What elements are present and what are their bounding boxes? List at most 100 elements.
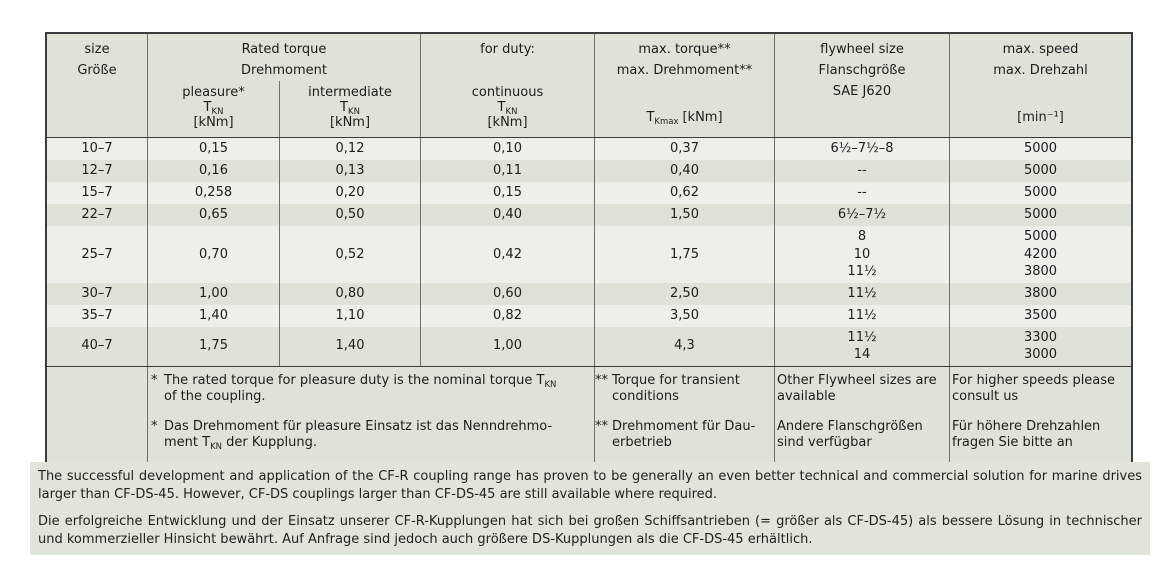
cell-continuous-torque: 1,00: [420, 326, 594, 366]
double-asterisk-marker: **: [595, 372, 608, 388]
cell-pleasure-torque: 0,16: [147, 160, 279, 182]
header-flywheel-en: flywheel size: [820, 42, 904, 57]
cell-pleasure-torque: 1,75: [147, 326, 279, 366]
header-for-duty: for duty: continuous TKN [kNm]: [420, 34, 594, 137]
header-intermediate-symbol: TKN: [340, 100, 360, 117]
header-continuous-unit: [kNm]: [487, 115, 528, 130]
header-rated-torque-en: Rated torque: [241, 42, 327, 57]
footnote-rated-torque: * The rated torque for pleasure duty is …: [147, 366, 594, 465]
footnote-row: * The rated torque for pleasure duty is …: [47, 365, 1131, 465]
cell-continuous-torque: 0,15: [420, 182, 594, 204]
header-max-torque-en: max. torque**: [638, 42, 731, 57]
cell-size: 30–7: [81, 285, 113, 301]
footnote-flywheel-en: Other Flywheel sizes are available: [777, 372, 937, 404]
cell-size: 10–7: [81, 141, 113, 157]
cell-pleasure-torque: 0,15: [147, 138, 279, 160]
cell-intermediate-torque: 0,80: [279, 282, 420, 305]
table-row: 15–7 0,258 0,20 0,15 0,62 -- 5000: [47, 182, 1131, 204]
table-header: size Größe Rated torque Drehmoment pleas…: [47, 34, 1131, 138]
cell-max-speed: 5000: [949, 204, 1131, 226]
table-row: 22–7 0,65 0,50 0,40 1,50 6½–7½ 5000: [47, 204, 1131, 226]
cell-max-speed: 5000: [949, 182, 1131, 204]
cell-size: 15–7: [81, 185, 113, 201]
cell-max-torque: 1,75: [594, 226, 774, 283]
table-body: 10–7 0,15 0,12 0,10 0,37 6½–7½–8 5000 12…: [47, 138, 1131, 366]
table-row: 12–7 0,16 0,13 0,11 0,40 -- 5000: [47, 160, 1131, 182]
footnote-flywheel: Other Flywheel sizes are available Ander…: [774, 366, 949, 465]
header-pleasure-symbol: TKN: [203, 100, 224, 117]
paragraph-en: The successful development and applicati…: [38, 469, 1142, 502]
cell-size: 22–7: [81, 207, 113, 223]
cell-size: 40–7: [81, 338, 113, 354]
cell-max-torque: 0,62: [594, 182, 774, 204]
cell-continuous-torque: 0,60: [420, 282, 594, 305]
header-max-torque: max. torque** max. Drehmoment** TKmax [kN…: [594, 34, 774, 137]
cell-continuous-torque: 0,82: [420, 304, 594, 327]
table-row: 40–7 1,75 1,40 1,00 4,3 11½ 14 3300 3000: [47, 326, 1131, 366]
cell-continuous-torque: 0,11: [420, 160, 594, 182]
cell-intermediate-torque: 1,10: [279, 304, 420, 327]
cell-max-speed: 5000: [949, 138, 1131, 160]
cell-max-speed: 5000: [949, 160, 1131, 182]
header-pleasure-unit: [kNm]: [193, 115, 234, 130]
cell-continuous-torque: 0,40: [420, 204, 594, 226]
header-rated-torque-de: Drehmoment: [241, 63, 327, 78]
cell-pleasure-torque: 0,70: [147, 226, 279, 283]
double-asterisk-marker: **: [595, 418, 608, 434]
footnote-transient-en: ** Torque for transient conditions: [595, 372, 740, 404]
description-paragraphs: The successful development and applicati…: [30, 462, 1150, 555]
footnote-speed-en: For higher speeds please consult us: [952, 372, 1116, 404]
cell-intermediate-torque: 0,13: [279, 160, 420, 182]
header-max-speed-de: max. Drehzahl: [993, 63, 1088, 78]
footnote-speed: For higher speeds please consult us Für …: [949, 366, 1131, 465]
cell-flywheel-size: 6½–7½–8: [774, 138, 949, 160]
cell-max-speed: 5000 4200 3800: [949, 226, 1131, 283]
header-intermediate-unit: [kNm]: [329, 115, 371, 130]
table-row: 30–7 1,00 0,80 0,60 2,50 11½ 3800: [47, 282, 1131, 305]
footnote-empty-cell: [47, 367, 147, 465]
asterisk-marker: *: [151, 372, 158, 388]
header-size-de: Größe: [77, 63, 117, 78]
header-rated-torque-group: Rated torque Drehmoment pleasure* TKN [k…: [147, 34, 420, 137]
header-max-speed-unit: [min⁻¹]: [1017, 110, 1064, 125]
cell-max-speed: 3500: [949, 304, 1131, 327]
footnote-transient: ** Torque for transient conditions ** Dr…: [594, 366, 774, 465]
cell-intermediate-torque: 0,20: [279, 182, 420, 204]
cell-pleasure-torque: 0,258: [147, 182, 279, 204]
cell-max-torque: 4,3: [594, 326, 774, 366]
cell-max-speed: 3300 3000: [949, 326, 1131, 366]
paragraph-de: Die erfolgreiche Entwicklung und der Ein…: [38, 514, 1142, 547]
cell-pleasure-torque: 0,65: [147, 204, 279, 226]
cell-intermediate-torque: 0,12: [279, 138, 420, 160]
header-for-duty-label: for duty:: [480, 42, 535, 57]
cell-flywheel-size: 8 10 11½: [774, 226, 949, 283]
cell-size: 35–7: [81, 307, 113, 323]
header-size: size Größe: [47, 34, 147, 137]
cell-intermediate-torque: 0,52: [279, 226, 420, 283]
asterisk-marker: *: [151, 418, 158, 434]
cell-max-torque: 0,37: [594, 138, 774, 160]
header-continuous-symbol: TKN: [497, 100, 518, 117]
cell-continuous-torque: 0,10: [420, 138, 594, 160]
footnote-transient-de: ** Drehmoment für Dau- erbetrieb: [595, 418, 756, 450]
header-intermediate: intermediate TKN [kNm]: [279, 81, 420, 137]
header-max-speed-en: max. speed: [1002, 42, 1079, 57]
cell-pleasure-torque: 1,00: [147, 282, 279, 305]
cell-flywheel-size: --: [774, 182, 949, 204]
table-row: 10–7 0,15 0,12 0,10 0,37 6½–7½–8 5000: [47, 138, 1131, 160]
header-size-en: size: [84, 42, 110, 57]
cell-size: 25–7: [81, 246, 113, 262]
cell-flywheel-size: --: [774, 160, 949, 182]
header-intermediate-label: intermediate: [308, 85, 392, 100]
cell-flywheel-size: 11½: [774, 304, 949, 327]
footnote-rated-en: * The rated torque for pleasure duty is …: [151, 372, 557, 404]
cell-flywheel-size: 11½ 14: [774, 326, 949, 366]
header-flywheel-standard: SAE J620: [832, 84, 892, 99]
cell-size: 12–7: [81, 163, 113, 179]
table-row: 35–7 1,40 1,10 0,82 3,50 11½ 3500: [47, 304, 1131, 327]
cell-flywheel-size: 11½: [774, 282, 949, 305]
header-continuous-label: continuous: [471, 85, 544, 100]
header-max-torque-symbol: TKmax [kNm]: [646, 110, 723, 127]
cell-max-speed: 3800: [949, 282, 1131, 305]
cell-max-torque: 3,50: [594, 304, 774, 327]
